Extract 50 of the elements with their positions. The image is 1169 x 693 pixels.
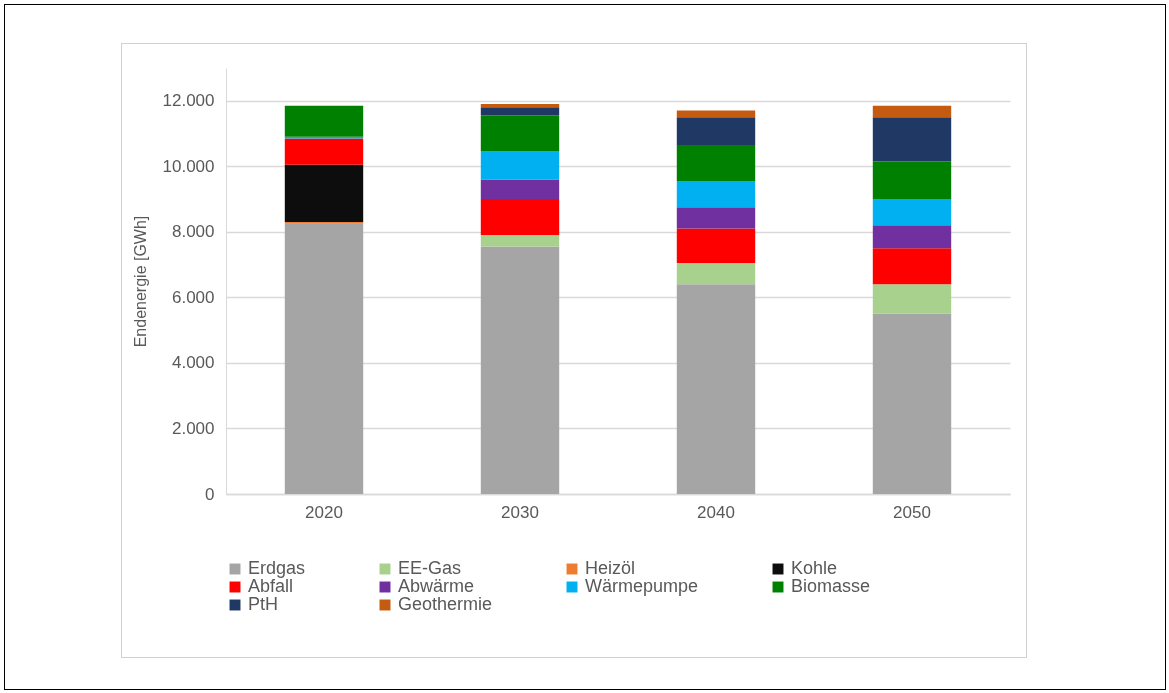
legend-label: Geothermie bbox=[398, 594, 493, 614]
bar bbox=[676, 207, 756, 229]
y-tick-label: 10.000 bbox=[162, 156, 215, 176]
bar bbox=[480, 107, 560, 116]
y-tick-label: 8.000 bbox=[171, 222, 215, 242]
bar bbox=[480, 115, 560, 152]
bar bbox=[480, 246, 560, 494]
legend-label: EE-Gas bbox=[398, 558, 462, 578]
legend-label: Abfall bbox=[248, 576, 294, 596]
bar bbox=[480, 199, 560, 236]
legend-label: Kohle bbox=[791, 558, 838, 578]
bar bbox=[676, 181, 756, 208]
bar bbox=[872, 199, 952, 226]
bar bbox=[480, 179, 560, 200]
bar bbox=[872, 105, 952, 118]
bar bbox=[872, 225, 952, 249]
bar bbox=[872, 161, 952, 200]
bar bbox=[676, 284, 756, 494]
legend-label: Biomasse bbox=[791, 576, 871, 596]
x-tick-label: 2050 bbox=[893, 502, 931, 522]
bar bbox=[676, 110, 756, 118]
bar bbox=[284, 223, 364, 494]
bar bbox=[872, 117, 952, 162]
legend-label: Heizöl bbox=[585, 558, 636, 578]
bar bbox=[872, 248, 952, 285]
legend-label: Wärmepumpe bbox=[585, 576, 699, 596]
y-tick-label: 0 bbox=[205, 484, 215, 504]
legend-label: Abwärme bbox=[398, 576, 475, 596]
y-axis-title: Endenergie [GWh] bbox=[131, 215, 149, 348]
bar bbox=[480, 235, 560, 247]
x-tick-label: 2040 bbox=[697, 502, 735, 522]
bar bbox=[676, 117, 756, 146]
y-tick-label: 2.000 bbox=[171, 418, 215, 438]
bar bbox=[284, 164, 364, 223]
legend-label: Erdgas bbox=[248, 558, 306, 578]
bar bbox=[676, 145, 756, 182]
y-tick-label: 4.000 bbox=[171, 353, 215, 373]
bar bbox=[676, 262, 756, 285]
x-tick-label: 2030 bbox=[501, 502, 539, 522]
bar bbox=[480, 104, 560, 108]
bar bbox=[872, 284, 952, 314]
bar bbox=[284, 138, 364, 165]
bar bbox=[872, 313, 952, 494]
bar bbox=[480, 151, 560, 180]
y-tick-label: 12.000 bbox=[162, 91, 215, 111]
legend-label: PtH bbox=[248, 594, 279, 614]
bar bbox=[676, 228, 756, 263]
y-tick-label: 6.000 bbox=[171, 287, 215, 307]
x-tick-label: 2020 bbox=[305, 502, 343, 522]
bar bbox=[284, 105, 364, 137]
